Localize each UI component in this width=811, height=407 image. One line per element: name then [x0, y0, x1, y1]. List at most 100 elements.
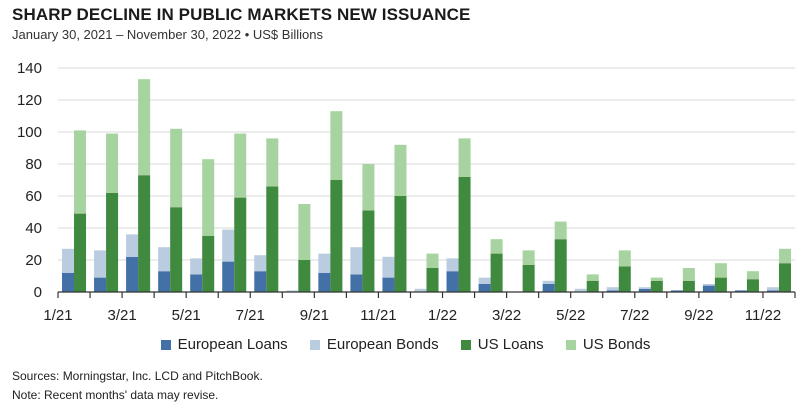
bar-us-loans [330, 180, 343, 292]
x-tick-label: 11/21 [360, 307, 396, 324]
legend-item-us-loans: US Loans [460, 336, 544, 353]
bar-us-loans [650, 280, 663, 292]
bar-european-bonds [766, 287, 779, 291]
bar-european-bonds [382, 256, 395, 278]
x-tick-label: 7/22 [620, 307, 649, 324]
bar-us-bonds [682, 268, 695, 281]
bar-us-loans [586, 280, 599, 292]
bar-us-bonds [394, 144, 407, 196]
bar-european-loans [542, 284, 555, 292]
bar-european-loans [94, 277, 107, 292]
bar-european-bonds [414, 288, 427, 292]
bar-european-loans [222, 261, 235, 292]
x-tick-label: 7/21 [236, 307, 265, 324]
bar-us-loans [234, 197, 247, 292]
bar-us-bonds [458, 138, 471, 177]
bar-us-loans [682, 280, 695, 292]
x-tick-label: 3/21 [107, 307, 136, 324]
legend-item-european-loans: European Loans [160, 336, 288, 353]
legend-item-us-bonds: US Bonds [565, 336, 650, 353]
bar-us-bonds [714, 263, 727, 278]
source-note: Sources: Morningstar, Inc. LCD and Pitch… [12, 369, 263, 383]
bar-us-loans [298, 260, 311, 292]
stacked-bar-chart: 0 20 40 60 80 100 120 140 1/21 3/21 5/21 7/21 9/21 11… [17, 60, 796, 324]
bar-european-loans [670, 290, 683, 292]
bar-us-loans [554, 239, 567, 292]
bar-us-bonds [426, 253, 439, 268]
bar-european-bonds [254, 255, 267, 272]
bar-us-loans [490, 253, 503, 292]
bar-european-bonds [190, 258, 203, 275]
y-tick-label: 20 [25, 252, 42, 269]
bar-us-bonds [586, 274, 599, 281]
bar-european-loans [734, 290, 747, 292]
legend-swatch-us-loans [460, 339, 471, 350]
bar-european-loans [702, 285, 715, 292]
y-tick-label: 80 [25, 156, 42, 173]
bar-us-bonds [106, 133, 119, 193]
bar-european-loans [190, 274, 203, 292]
bar-us-bonds [266, 138, 279, 187]
bar-european-bonds [126, 234, 139, 257]
legend: European Loans European Bonds US Loans U… [0, 336, 811, 354]
bar-us-bonds [650, 277, 663, 281]
bar-european-loans [318, 272, 331, 292]
x-tick-label: 11/22 [745, 307, 781, 324]
bar-us-bonds [202, 159, 215, 236]
gridlines [58, 67, 795, 261]
bar-us-bonds [490, 239, 503, 254]
bar-european-loans [606, 290, 619, 292]
bar-european-bonds [478, 277, 491, 284]
x-tick-label: 3/22 [492, 307, 521, 324]
bar-us-loans [138, 175, 151, 292]
bar-european-loans [446, 271, 459, 292]
bar-us-loans [394, 196, 407, 292]
bar-european-loans [158, 271, 171, 292]
bar-us-loans [426, 268, 439, 292]
legend-label-european-bonds: European Bonds [326, 336, 439, 353]
bar-us-loans [362, 210, 375, 292]
chart-subtitle: January 30, 2021 – November 30, 2022 • U… [12, 27, 323, 42]
x-tick-label: 1/22 [428, 307, 457, 324]
bar-us-loans [714, 277, 727, 292]
bar-us-loans [746, 279, 759, 292]
bar-european-bonds [286, 290, 299, 292]
bar-us-bonds [522, 250, 535, 265]
bar-european-bonds [222, 229, 235, 262]
axes: 0 20 40 60 80 100 120 140 1/21 3/21 5/21 7/21 9/21 11… [17, 60, 796, 324]
bar-european-loans [766, 290, 779, 292]
y-tick-label: 140 [17, 60, 42, 77]
revision-note: Note: Recent months' data may revise. [12, 388, 219, 402]
bar-us-loans [618, 266, 631, 292]
bar-us-bonds [618, 250, 631, 267]
bar-european-bonds [574, 288, 587, 292]
y-tick-label: 60 [25, 188, 42, 205]
legend-label-us-loans: US Loans [477, 336, 544, 353]
bar-us-bonds [746, 271, 759, 280]
x-tick-label: 5/21 [172, 307, 201, 324]
legend-item-european-bonds: European Bonds [309, 336, 439, 353]
legend-swatch-us-bonds [565, 339, 576, 350]
bar-european-loans [478, 284, 491, 292]
bar-us-loans [458, 176, 471, 292]
bar-european-loans [126, 256, 139, 292]
bar-european-bonds [94, 250, 107, 278]
bar-us-loans [170, 207, 183, 292]
bar-european-loans [254, 271, 267, 292]
bar-us-loans [778, 263, 791, 292]
y-tick-label: 40 [25, 220, 42, 237]
bar-european-loans [350, 274, 363, 292]
bar-european-bonds [62, 248, 75, 273]
x-tick-label: 9/22 [684, 307, 713, 324]
bar-european-bonds [158, 247, 171, 272]
legend-swatch-european-bonds [309, 339, 320, 350]
bar-european-loans [382, 277, 395, 292]
bar-european-bonds [446, 258, 459, 272]
bar-us-loans [202, 236, 215, 292]
bar-us-loans [266, 186, 279, 292]
x-tick-label: 9/21 [300, 307, 329, 324]
legend-swatch-european-loans [160, 339, 171, 350]
bar-us-bonds [74, 130, 87, 214]
bar-us-loans [74, 213, 87, 292]
bar-european-loans [62, 272, 75, 292]
